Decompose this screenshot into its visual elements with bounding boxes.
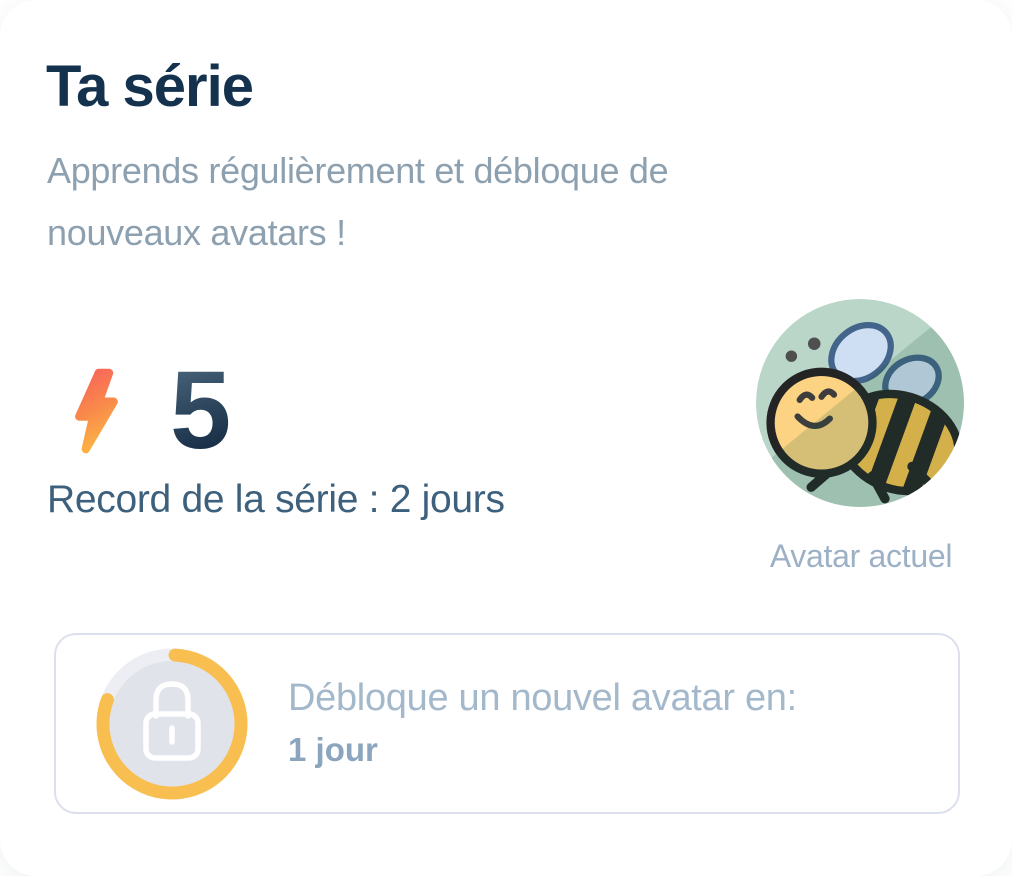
avatar-caption: Avatar actuel bbox=[769, 538, 953, 574]
lock-icon bbox=[143, 680, 201, 761]
streak-record-label: Record de la série : 2 jours bbox=[47, 478, 505, 521]
unlock-texts: Débloque un nouvel avatar en: 1 jour bbox=[288, 678, 797, 768]
unlock-value: 1 jour bbox=[288, 731, 378, 769]
unlock-label: Débloque un nouvel avatar en: bbox=[288, 677, 797, 720]
page-subtitle: Apprends régulièrement et débloque de no… bbox=[47, 150, 669, 253]
bee-avatar-icon bbox=[756, 299, 964, 507]
page-title: Ta série bbox=[46, 54, 254, 119]
unlock-progress-ring bbox=[96, 648, 248, 800]
unlock-panel: Débloque un nouvel avatar en: 1 jour bbox=[54, 633, 960, 814]
streak-count: 5 bbox=[170, 349, 232, 472]
lightning-bolt-icon bbox=[75, 368, 118, 454]
progress-arc bbox=[96, 648, 248, 800]
avatar-circle[interactable] bbox=[756, 299, 964, 507]
